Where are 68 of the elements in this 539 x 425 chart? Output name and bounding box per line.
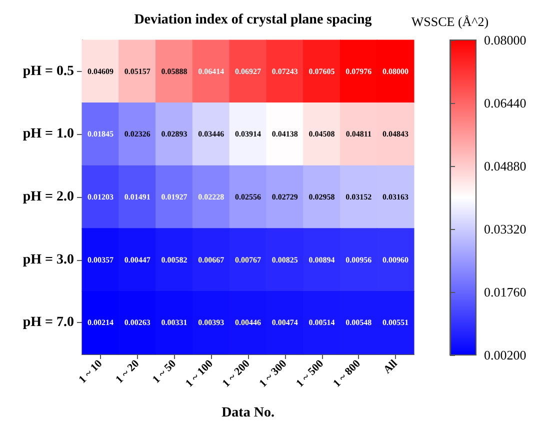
data-label: 0.00548: [346, 318, 372, 328]
data-label: 0.03914: [235, 130, 261, 139]
data-label: 0.01927: [161, 192, 188, 202]
data-label: 0.02729: [272, 192, 298, 202]
data-label: 0.02958: [308, 192, 335, 202]
data-label: 0.00263: [124, 318, 150, 328]
x-tick-label: 1 ~ 10: [76, 357, 106, 386]
data-label: 0.00767: [235, 255, 261, 264]
data-label: 0.02556: [235, 192, 261, 202]
y-tick-label: pH = 1.0: [22, 126, 74, 142]
data-label: 0.00357: [87, 255, 114, 264]
data-label: 0.04609: [87, 66, 114, 76]
data-label: 0.00331: [161, 318, 188, 328]
data-label: 0.00582: [161, 255, 188, 264]
data-label: 0.00894: [308, 255, 335, 264]
x-tick-label: 1 ~ 20: [114, 357, 142, 386]
data-label: 0.00214: [87, 318, 114, 328]
data-label: 0.02228: [198, 192, 224, 202]
data-label: 0.00667: [198, 255, 224, 264]
x-tick-label: 1 ~ 300: [257, 357, 290, 390]
y-tick-label: pH = 7.0: [22, 315, 74, 330]
data-label: 0.03446: [198, 130, 224, 139]
color-bar-label: 0.06440: [484, 96, 526, 110]
x-tick-label: 1 ~ 800: [330, 357, 364, 390]
x-tick-label: 1 ~ 50: [150, 357, 179, 386]
color-bar-label: 0.08000: [484, 32, 526, 48]
data-label: 0.00825: [272, 255, 298, 264]
data-label: 0.02893: [161, 130, 188, 139]
data-label: 0.01203: [87, 192, 114, 202]
data-label: 0.07243: [272, 66, 298, 76]
x-tick-label: 1 ~ 500: [294, 357, 326, 390]
data-label: 0.01491: [124, 192, 150, 202]
x-axis-title: Data No.: [222, 406, 274, 420]
data-label: 0.08000: [382, 66, 409, 76]
data-label: 0.04138: [272, 130, 298, 139]
data-label: 0.00514: [308, 318, 335, 328]
color-bar-label: 0.03320: [484, 222, 526, 236]
x-tick-label: 1 ~ 100: [183, 357, 216, 390]
data-label: 0.00393: [198, 318, 224, 328]
data-label: 0.04811: [346, 130, 372, 139]
data-label: 0.04843: [382, 130, 409, 139]
data-label: 0.05888: [161, 66, 188, 76]
data-label: 0.00960: [382, 255, 409, 264]
color-bar-label: 0.04880: [484, 158, 526, 174]
data-label: 0.03152: [346, 192, 372, 202]
data-label: 0.00551: [382, 318, 409, 328]
color-bar-title: WSSCE (Å^2): [411, 14, 489, 29]
data-label: 0.04508: [308, 130, 335, 139]
x-tick-label: 1 ~ 200: [220, 357, 253, 390]
data-label: 0.00474: [272, 318, 298, 328]
chart-title: Deviation index of crystal plane spacing: [134, 12, 372, 28]
data-label: 0.07605: [308, 66, 335, 76]
data-label: 0.05157: [124, 66, 150, 76]
y-tick-label: pH = 0.5: [22, 64, 74, 79]
data-label: 0.01845: [87, 130, 114, 139]
y-tick-label: pH = 2.0: [22, 190, 74, 204]
x-tick-label: All: [381, 358, 400, 376]
y-tick-label: pH = 3.0: [22, 252, 74, 268]
data-label: 0.00956: [346, 255, 372, 264]
data-label: 0.02326: [124, 130, 150, 139]
data-label: 0.07976: [346, 66, 372, 76]
data-label: 0.03163: [382, 192, 409, 202]
data-label: 0.06414: [198, 66, 224, 76]
color-bar-label: 0.01760: [484, 284, 526, 300]
data-label: 0.06927: [235, 66, 261, 76]
color-bar-label: 0.00200: [484, 348, 526, 362]
data-label: 0.00447: [124, 255, 150, 264]
data-label: 0.00446: [235, 318, 261, 328]
